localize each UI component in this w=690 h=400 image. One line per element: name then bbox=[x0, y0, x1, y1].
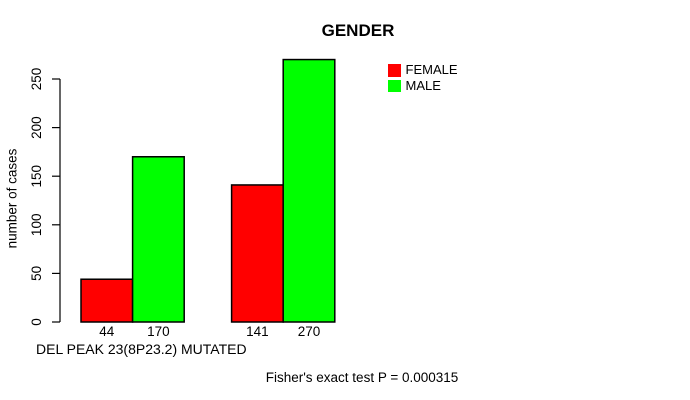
legend-label-male: MALE bbox=[405, 77, 441, 93]
female-swatch bbox=[388, 64, 401, 77]
bar-value-label: 44 bbox=[99, 324, 115, 339]
legend-item-female: FEMALE bbox=[388, 62, 458, 77]
legend: FEMALE MALE bbox=[388, 62, 458, 95]
bar-value-label: 170 bbox=[147, 324, 170, 339]
fisher-test-annotation: Fisher's exact test P = 0.000315 bbox=[265, 370, 459, 385]
male-swatch bbox=[388, 79, 401, 92]
y-tick-label: 250 bbox=[29, 68, 44, 91]
bar-value-label: 270 bbox=[298, 324, 321, 339]
x-axis-label: DEL PEAK 23(8P23.2) MUTATED bbox=[36, 341, 247, 357]
bar-male-group-1 bbox=[131, 156, 185, 323]
bar-male-group-2 bbox=[282, 58, 336, 323]
bar-female-group-2 bbox=[230, 184, 284, 323]
legend-label-female: FEMALE bbox=[405, 62, 458, 77]
y-tick-label: 50 bbox=[29, 266, 44, 281]
bar-female-group-1 bbox=[80, 278, 134, 323]
legend-item-male: MALE bbox=[388, 77, 458, 93]
y-tick-label: 0 bbox=[29, 318, 44, 326]
y-tick-label: 150 bbox=[29, 165, 44, 188]
bar-value-label: 141 bbox=[246, 324, 269, 339]
y-tick-label: 200 bbox=[29, 116, 44, 139]
y-tick-label: 100 bbox=[29, 214, 44, 237]
chart-title: GENDER bbox=[321, 21, 395, 40]
